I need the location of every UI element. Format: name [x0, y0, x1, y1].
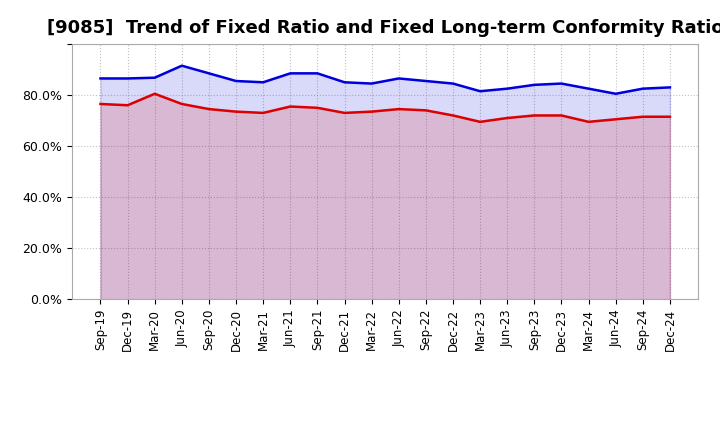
Fixed Ratio [449, 81, 457, 86]
Fixed Long-term Conformity Ratio [530, 113, 539, 118]
Fixed Ratio [341, 80, 349, 85]
Fixed Long-term Conformity Ratio [557, 113, 566, 118]
Fixed Long-term Conformity Ratio [341, 110, 349, 116]
Fixed Long-term Conformity Ratio [665, 114, 674, 119]
Fixed Long-term Conformity Ratio [476, 119, 485, 125]
Fixed Ratio [313, 71, 322, 76]
Fixed Ratio [395, 76, 403, 81]
Fixed Ratio [503, 86, 511, 92]
Fixed Long-term Conformity Ratio [96, 101, 105, 106]
Fixed Long-term Conformity Ratio [611, 117, 620, 122]
Fixed Ratio [96, 76, 105, 81]
Fixed Ratio [232, 78, 240, 84]
Fixed Ratio [584, 86, 593, 92]
Line: Fixed Ratio: Fixed Ratio [101, 66, 670, 94]
Fixed Long-term Conformity Ratio [123, 103, 132, 108]
Fixed Long-term Conformity Ratio [178, 101, 186, 106]
Fixed Ratio [639, 86, 647, 92]
Fixed Ratio [367, 81, 376, 86]
Fixed Long-term Conformity Ratio [204, 106, 213, 112]
Line: Fixed Long-term Conformity Ratio: Fixed Long-term Conformity Ratio [101, 94, 670, 122]
Fixed Ratio [557, 81, 566, 86]
Fixed Long-term Conformity Ratio [313, 105, 322, 110]
Fixed Ratio [286, 71, 294, 76]
Legend: Fixed Ratio, Fixed Long-term Conformity Ratio: Fixed Ratio, Fixed Long-term Conformity … [194, 438, 577, 440]
Fixed Ratio [476, 88, 485, 94]
Fixed Ratio [204, 71, 213, 76]
Fixed Long-term Conformity Ratio [395, 106, 403, 112]
Fixed Ratio [611, 91, 620, 96]
Fixed Long-term Conformity Ratio [503, 115, 511, 121]
Fixed Long-term Conformity Ratio [150, 91, 159, 96]
Fixed Ratio [259, 80, 268, 85]
Fixed Long-term Conformity Ratio [232, 109, 240, 114]
Fixed Ratio [530, 82, 539, 88]
Fixed Ratio [123, 76, 132, 81]
Fixed Ratio [178, 63, 186, 68]
Fixed Ratio [150, 75, 159, 81]
Fixed Long-term Conformity Ratio [584, 119, 593, 125]
Fixed Long-term Conformity Ratio [286, 104, 294, 109]
Fixed Long-term Conformity Ratio [639, 114, 647, 119]
Fixed Long-term Conformity Ratio [421, 108, 430, 113]
Fixed Ratio [665, 85, 674, 90]
Title: [9085]  Trend of Fixed Ratio and Fixed Long-term Conformity Ratio: [9085] Trend of Fixed Ratio and Fixed Lo… [47, 19, 720, 37]
Fixed Long-term Conformity Ratio [259, 110, 268, 116]
Fixed Long-term Conformity Ratio [449, 113, 457, 118]
Fixed Long-term Conformity Ratio [367, 109, 376, 114]
Fixed Ratio [421, 78, 430, 84]
